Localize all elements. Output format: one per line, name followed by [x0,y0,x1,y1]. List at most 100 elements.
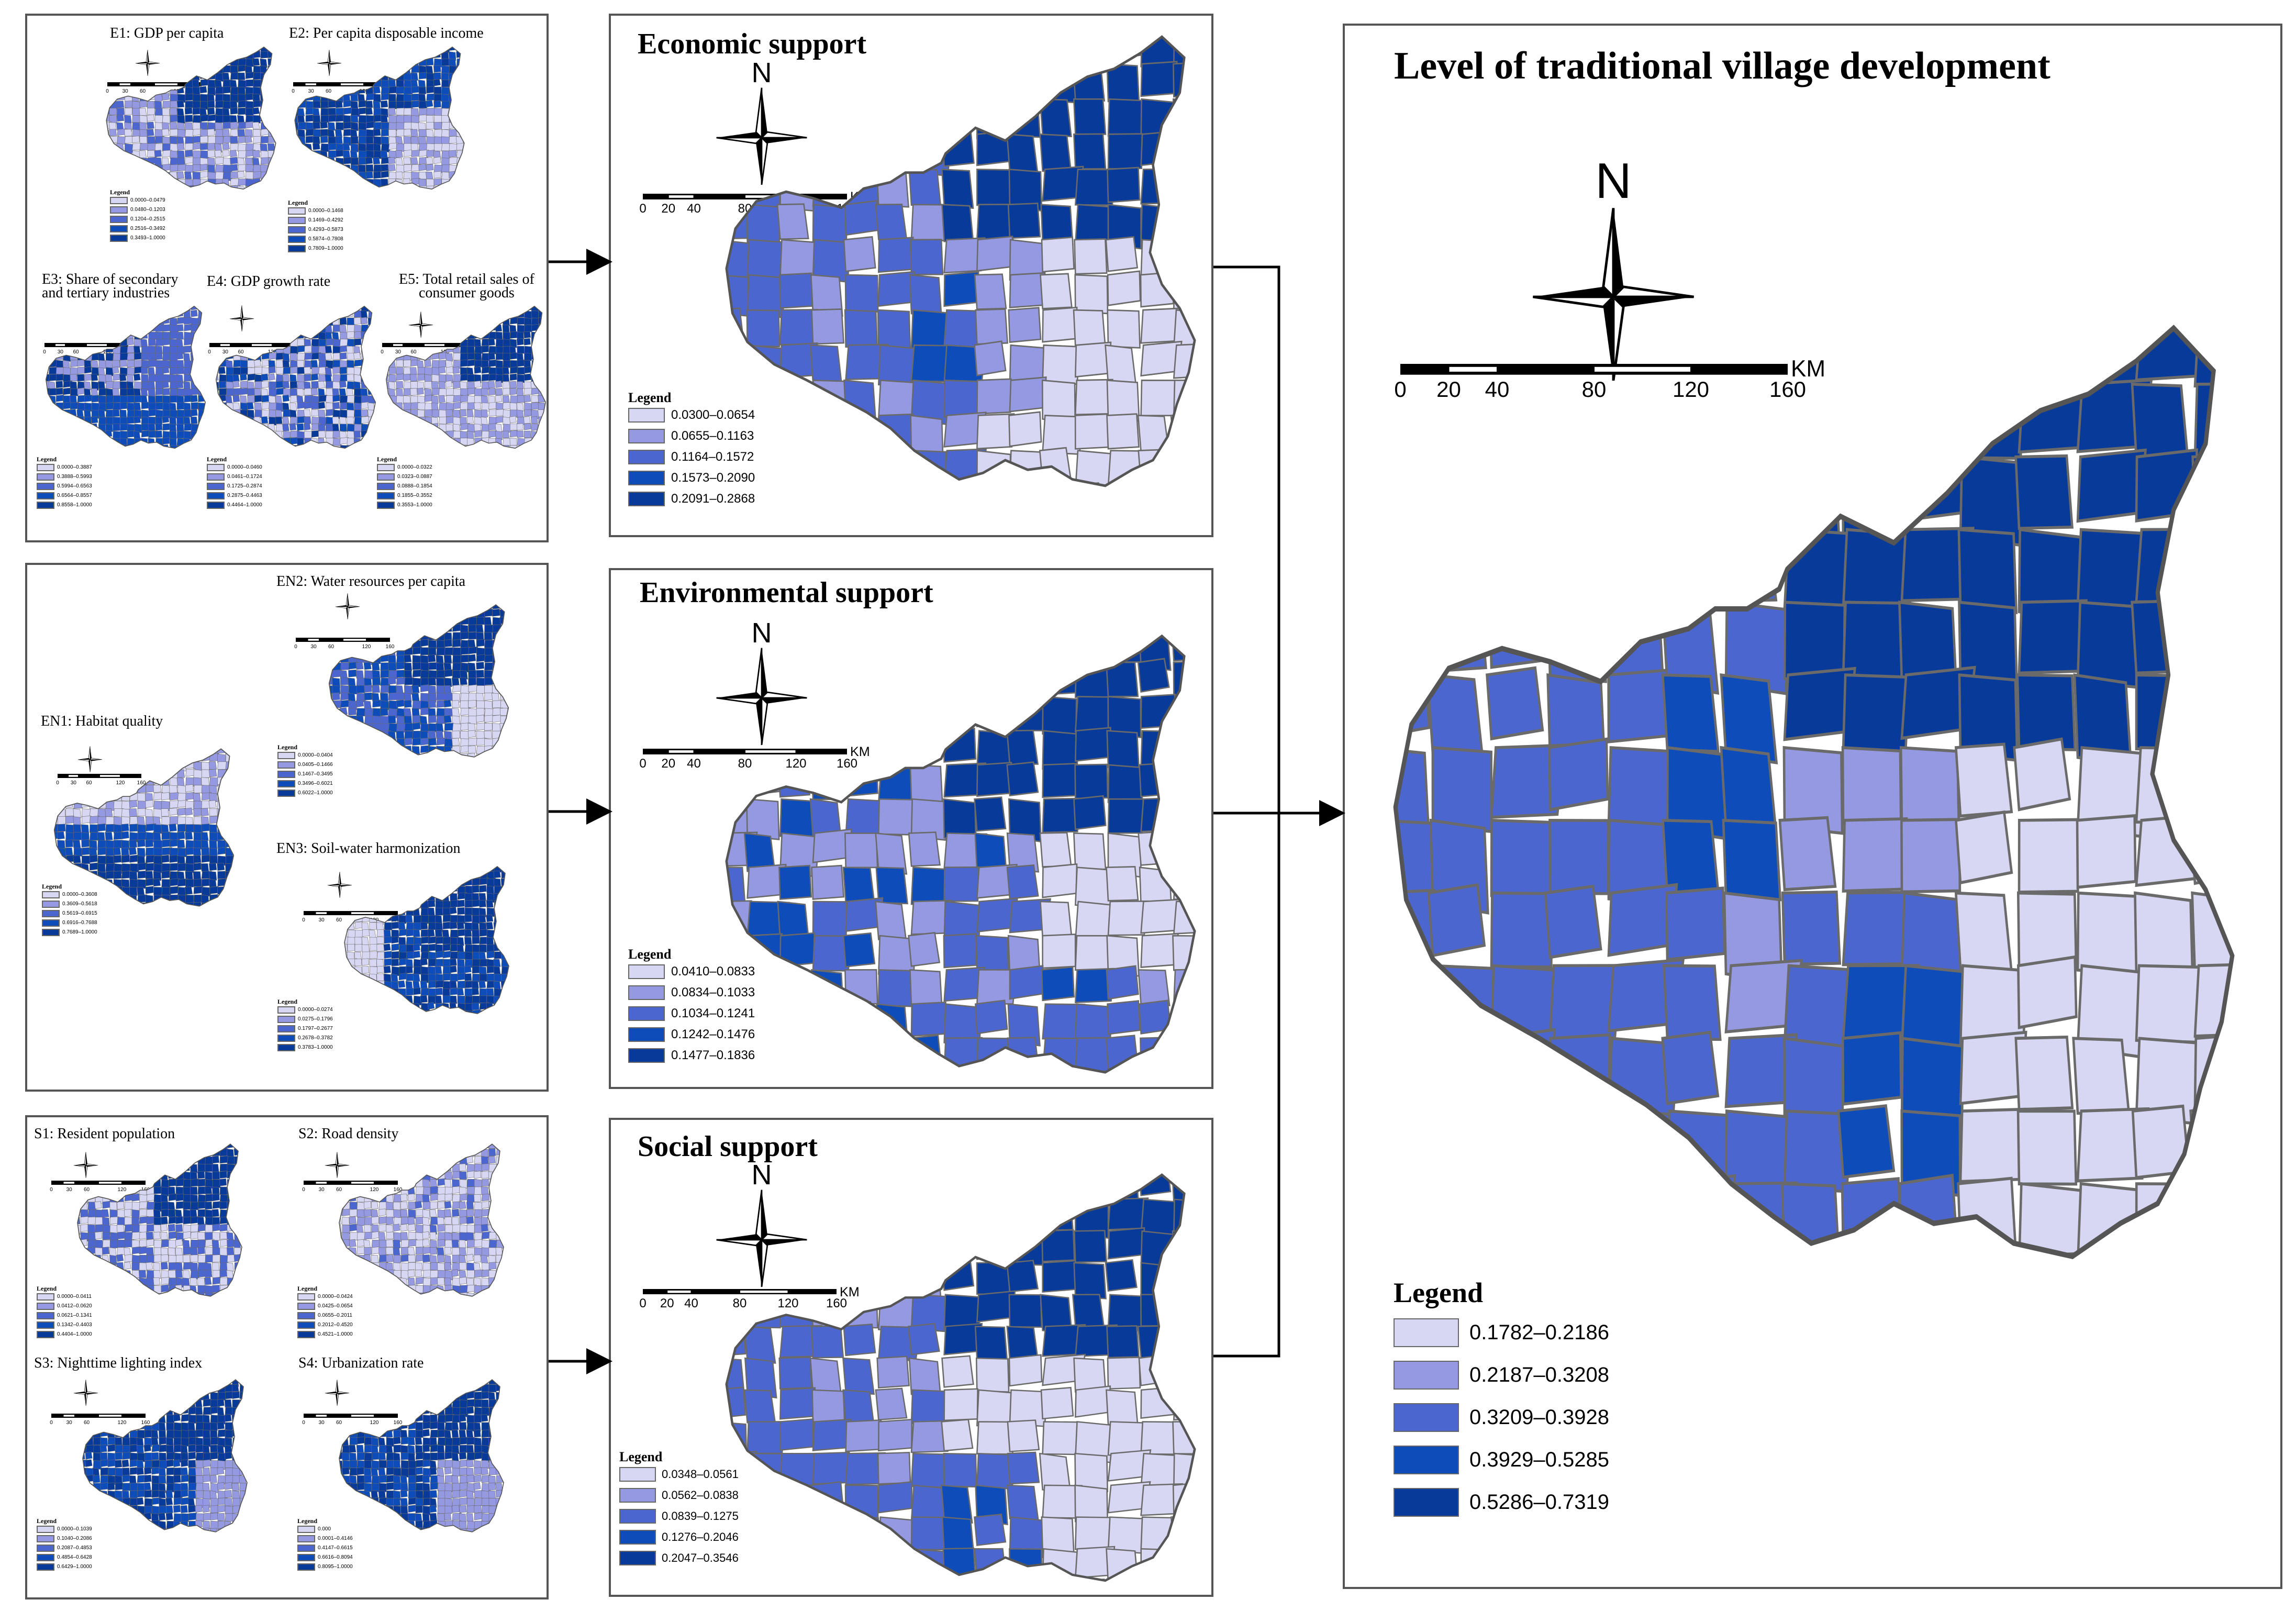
legend-item: 0.2091–0.2868 [628,491,755,506]
legend-value: 0.0655–0.1163 [671,428,754,443]
legend-swatch [628,964,665,979]
scale-tick-label: 30 [57,349,63,355]
legend-title: Legend [277,743,298,751]
scale-tick-label: 60 [336,917,342,923]
legend-value: 0.1040–0.2086 [57,1536,92,1542]
legend-value: 0.1034–0.1241 [671,1006,755,1020]
legend-title: Legend [42,883,62,890]
legend-value: 0.5874–0.7808 [308,236,343,242]
legend-value: 0.8095–1.0000 [318,1564,353,1570]
legend-item: 0.2047–0.3546 [619,1550,739,1565]
e4-legend: Legend 0.0000–0.0460 0.0461–0.1724 0.1725–0… [207,455,272,512]
s1-map [77,1143,242,1297]
legend-value: 0.0621–0.1341 [57,1313,92,1319]
legend-item: 0.2012–0.4520 [297,1321,353,1329]
e4-compass [229,305,254,331]
legend-value: 0.0405–0.1466 [298,762,333,768]
scale-tick-label: 40 [684,1296,698,1311]
legend-title: Legend [37,1517,57,1525]
legend-swatch [619,1529,656,1545]
scale-tick-label: 60 [83,1187,90,1193]
legend-title: Legend [288,199,308,206]
e2-label: E2: Per capita disposable income [289,25,484,41]
legend-value: 0.6916–0.7688 [62,920,97,926]
environmental-support-legend: Legend 0.0410–0.0833 0.0834–0.1033 0.1034–0… [628,947,778,1070]
legend-value: 0.2012–0.4520 [318,1322,353,1328]
en1-scale-bar: 0 30 60 120 160 [56,774,183,786]
legend-swatch [377,482,395,490]
legend-item: 0.1040–0.2086 [37,1535,92,1542]
legend-item: 0.8558–1.0000 [37,501,92,509]
legend-swatch [37,1330,54,1338]
legend-swatch [619,1508,656,1524]
en2-legend: Legend 0.0000–0.0404 0.0405–0.1466 0.1467–0… [277,743,342,799]
s4-label: S4: Urbanization rate [298,1355,424,1371]
scale-tick-label: 0 [56,780,59,786]
legend-swatch [288,216,306,224]
legend-item: 0.7809–1.0000 [288,245,343,252]
scale-tick-label: 160 [393,1187,403,1193]
development-compass: N [1533,154,1694,381]
legend-value: 0.1242–0.1476 [671,1027,755,1041]
legend-item: 0.1573–0.2090 [628,470,755,485]
legend-item: 0.0000–0.3608 [42,891,97,898]
legend-value: 0.2516–0.3492 [130,226,165,232]
legend-swatch [288,245,306,252]
legend-swatch [37,1563,54,1571]
legend-swatch [297,1293,315,1301]
en2-map [328,604,509,758]
scale-tick-label: 40 [687,756,701,771]
legend-swatch [277,770,295,778]
legend-value: 0.0000–0.0404 [298,752,333,759]
legend-value: 0.6429–1.0000 [57,1564,92,1570]
scale-tick-label: 120 [117,1420,127,1426]
e1-label: E1: GDP per capita [110,25,224,41]
legend-value: 0.1204–0.2515 [130,216,165,223]
legend-title: Legend [619,1449,663,1464]
legend-item: 0.1034–0.1241 [628,1006,755,1021]
legend-value: 0.0000–0.0274 [298,1007,333,1013]
legend-swatch [42,891,60,898]
scale-tick-label: 160 [393,1420,403,1426]
legend-swatch [277,1043,295,1051]
legend-value: 0.0000–0.1468 [308,208,343,214]
scale-tick-label: 0 [294,644,297,650]
s4-compass [325,1380,350,1406]
legend-item: 0.0000–0.0322 [377,463,432,471]
legend-item: 0.6022–1.0000 [277,789,333,797]
legend-item: 0.4404–1.0000 [37,1330,92,1338]
legend-item: 0.0001–0.4146 [297,1535,353,1542]
legend-swatch [628,449,665,464]
en3-label: EN3: Soil-water harmonization [276,840,461,857]
scale-tick-label: 120 [1672,376,1710,402]
s3-label: S3: Nighttime lighting index [34,1355,203,1371]
legend-swatch [207,501,225,509]
scale-tick-label: 120 [785,756,807,771]
legend-item: 0.0562–0.0838 [619,1487,739,1503]
legend-swatch [37,1312,54,1319]
legend-value: 0.0000–0.3887 [57,464,92,471]
legend-item: 0.5619–0.6915 [42,909,97,917]
social-support-map [715,1168,1207,1586]
legend-item: 0.0412–0.0620 [37,1302,92,1310]
e5-label-line1: E5: Total retail sales of [399,271,534,287]
legend-swatch [619,1550,656,1565]
legend-swatch [1394,1488,1459,1517]
scale-tick-label: 0 [50,1187,53,1193]
legend-swatch [37,1525,54,1533]
legend-item: 0.2516–0.3492 [110,225,165,232]
legend-swatch [110,234,128,242]
legend-swatch [377,501,395,509]
legend-value: 0.0000–0.0460 [227,464,262,471]
e1-compass [135,50,160,76]
scale-tick-label: 30 [318,1420,325,1426]
legend-title: Legend [37,1285,57,1292]
legend-item: 0.6916–0.7688 [42,919,97,927]
environmental-compass: N [716,618,807,745]
legend-value: 0.0480–0.1203 [130,207,165,213]
legend-item: 0.0000–0.0460 [207,463,262,471]
economic-support-map [715,29,1207,492]
legend-swatch [37,1553,54,1561]
scale-tick-label: 60 [83,1420,90,1426]
scale-tick-label: 30 [318,1187,325,1193]
